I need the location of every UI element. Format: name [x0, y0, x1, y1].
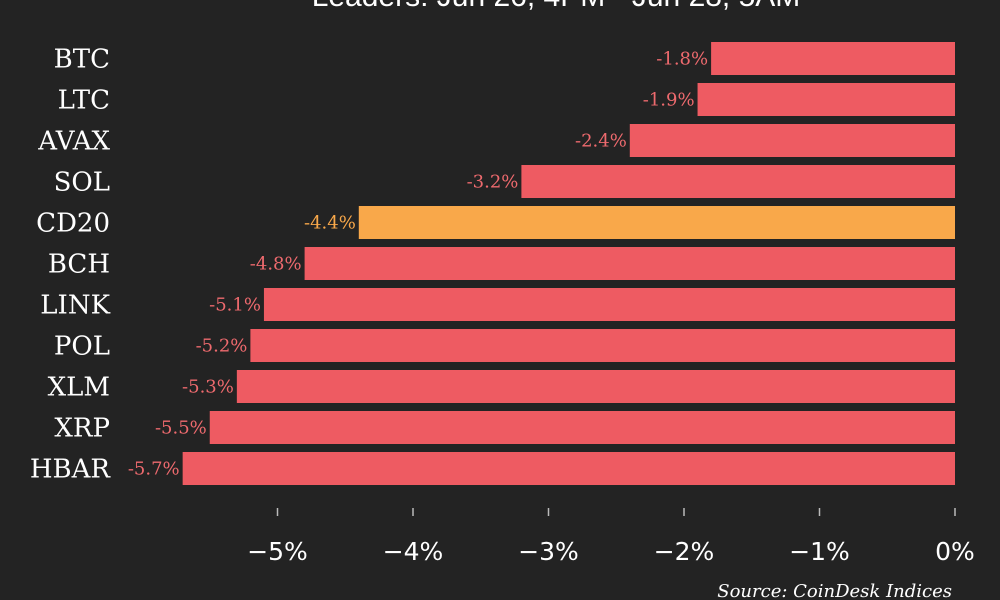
bar-bch [304, 247, 956, 280]
category-label-cd20: CD20 [36, 209, 110, 239]
category-label-sol: SOL [54, 168, 110, 198]
bar-xlm [236, 370, 956, 403]
bar-ltc [697, 83, 955, 116]
bar-btc [711, 42, 955, 75]
bar-hbar [182, 452, 955, 485]
value-label-link: -5.1% [209, 295, 261, 316]
value-label-sol: -3.2% [467, 172, 519, 193]
category-label-pol: POL [54, 332, 110, 362]
value-label-avax: -2.4% [575, 131, 627, 152]
value-label-bch: -4.8% [250, 254, 302, 275]
bar-sol [521, 165, 955, 198]
x-tick-label: −3% [518, 537, 579, 566]
x-tick-label: −1% [789, 537, 850, 566]
value-label-cd20: -4.4% [304, 213, 356, 234]
value-label-xlm: -5.3% [182, 377, 234, 398]
value-label-ltc: -1.9% [643, 90, 695, 111]
category-label-xlm: XLM [48, 373, 110, 403]
category-label-btc: BTC [54, 45, 110, 75]
value-label-xrp: -5.5% [155, 418, 207, 439]
category-label-link: LINK [40, 291, 110, 321]
x-tick-label: −5% [247, 537, 308, 566]
bar-link [263, 288, 955, 321]
bar-avax [629, 124, 955, 157]
bar-xrp [209, 411, 955, 444]
category-label-hbar: HBAR [30, 455, 112, 485]
value-label-pol: -5.2% [196, 336, 248, 357]
category-label-xrp: XRP [54, 414, 110, 444]
source-note: Source: CoinDesk Indices [717, 581, 952, 600]
value-label-btc: -1.8% [656, 49, 708, 70]
category-label-bch: BCH [48, 250, 110, 280]
x-tick-label: −2% [654, 537, 715, 566]
chart-title: Leaders: Jun 26, 4PM - Jun 28, 5AM [312, 0, 801, 13]
bar-pol [250, 329, 955, 362]
category-label-avax: AVAX [37, 127, 110, 157]
bar-cd20 [358, 206, 955, 239]
x-tick-label: −4% [383, 537, 444, 566]
x-tick-label: 0% [935, 537, 975, 566]
category-label-ltc: LTC [58, 86, 110, 116]
value-label-hbar: -5.7% [128, 459, 180, 480]
